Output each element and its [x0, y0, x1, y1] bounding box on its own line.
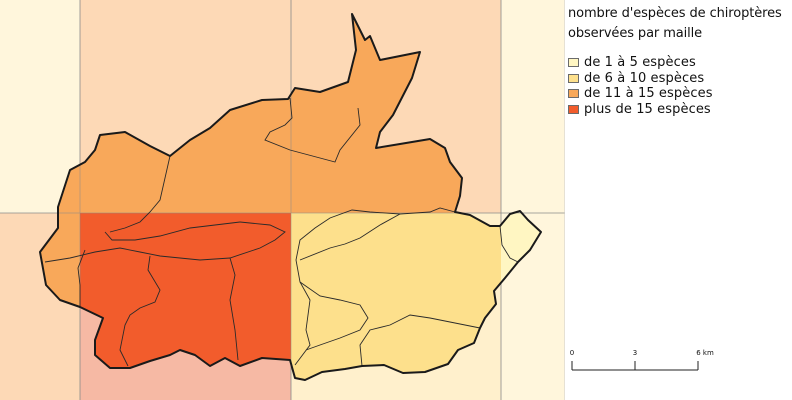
scale-label-6km: 6 km: [696, 349, 714, 357]
legend-item-label: de 11 à 15 espèces: [584, 86, 713, 102]
legend-swatch: [568, 73, 579, 83]
grid-cell-r0c3: [501, 0, 565, 213]
scale-label-0: 0: [569, 349, 575, 357]
scale-bar-graphic: [571, 361, 699, 371]
legend-swatch: [568, 104, 579, 114]
legend: nombre d'espèces de chiroptères observée…: [568, 4, 790, 117]
legend-item-label: plus de 15 espèces: [584, 101, 711, 117]
scale-label-3: 3: [632, 349, 638, 357]
legend-swatch: [568, 89, 579, 99]
legend-item-label: de 1 à 5 espèces: [584, 55, 696, 71]
commune-outer-border: [39, 13, 542, 381]
internal-boundaries: [44, 97, 519, 367]
scale-bar: 0 3 6 km: [565, 346, 735, 376]
legend-item-6-10: de 6 à 10 espèces: [568, 71, 790, 87]
map-panel[interactable]: [0, 0, 565, 400]
legend-item-over-15: plus de 15 espèces: [568, 102, 790, 118]
legend-item-11-15: de 11 à 15 espèces: [568, 86, 790, 102]
legend-item-label: de 6 à 10 espèces: [584, 70, 705, 86]
legend-item-1-5: de 1 à 5 espèces: [568, 55, 790, 71]
legend-swatch: [568, 58, 579, 68]
legend-title-line2: observées par maille: [568, 26, 703, 41]
legend-title-line1: nombre d'espèces de chiroptères: [568, 6, 782, 21]
species-grid-map[interactable]: [0, 0, 565, 400]
legend-items: de 1 à 5 espèces de 6 à 10 espèces de 11…: [568, 55, 790, 117]
